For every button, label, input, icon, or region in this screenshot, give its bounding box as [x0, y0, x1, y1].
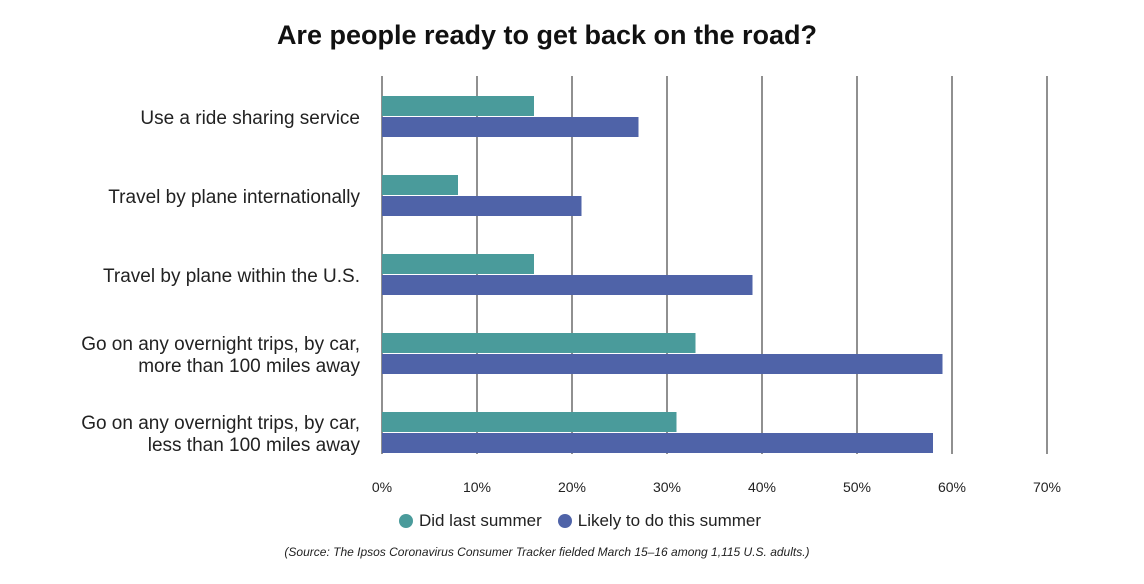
source-note: (Source: The Ipsos Coronavirus Consumer … [284, 545, 810, 559]
bar-likely-this-summer [382, 275, 753, 295]
bar-likely-this-summer [382, 117, 639, 137]
legend-item: Likely to do this summer [557, 511, 762, 531]
x-tick-label: 50% [843, 479, 871, 495]
x-tick-label: 0% [372, 479, 392, 495]
bar-did-last-summer [382, 175, 458, 195]
bar-likely-this-summer [382, 433, 933, 453]
category-label: Travel by plane internationally [108, 187, 360, 208]
legend-dot-icon [557, 514, 572, 528]
bar-did-last-summer [382, 254, 534, 274]
bar-likely-this-summer [382, 196, 582, 216]
x-tick-label: 40% [748, 479, 776, 495]
x-tick-label: 20% [558, 479, 586, 495]
category-label: Go on any overnight trips, by car, more t… [81, 334, 360, 377]
x-tick-label: 30% [653, 479, 681, 495]
x-tick-label: 70% [1033, 479, 1061, 495]
chart-title: Are people ready to get back on the road… [276, 20, 818, 50]
legend-label: Did last summer [418, 511, 542, 530]
x-tick-label: 10% [463, 479, 491, 495]
bar-likely-this-summer [382, 354, 943, 374]
x-tick-label: 60% [938, 479, 966, 495]
category-label: Travel by plane within the U.S. [103, 266, 360, 287]
category-label: Go on any overnight trips, by car, less t… [81, 413, 360, 456]
bar-did-last-summer [382, 96, 534, 116]
legend-item: Did last summer [398, 511, 542, 531]
legend-label: Likely to do this summer [577, 511, 762, 530]
legend-dot-icon [398, 514, 413, 528]
bar-did-last-summer [382, 333, 696, 353]
legend: Did last summer Likely to do this summer [0, 511, 1144, 533]
category-label: Use a ride sharing service [140, 108, 360, 129]
bar-did-last-summer [382, 412, 677, 432]
